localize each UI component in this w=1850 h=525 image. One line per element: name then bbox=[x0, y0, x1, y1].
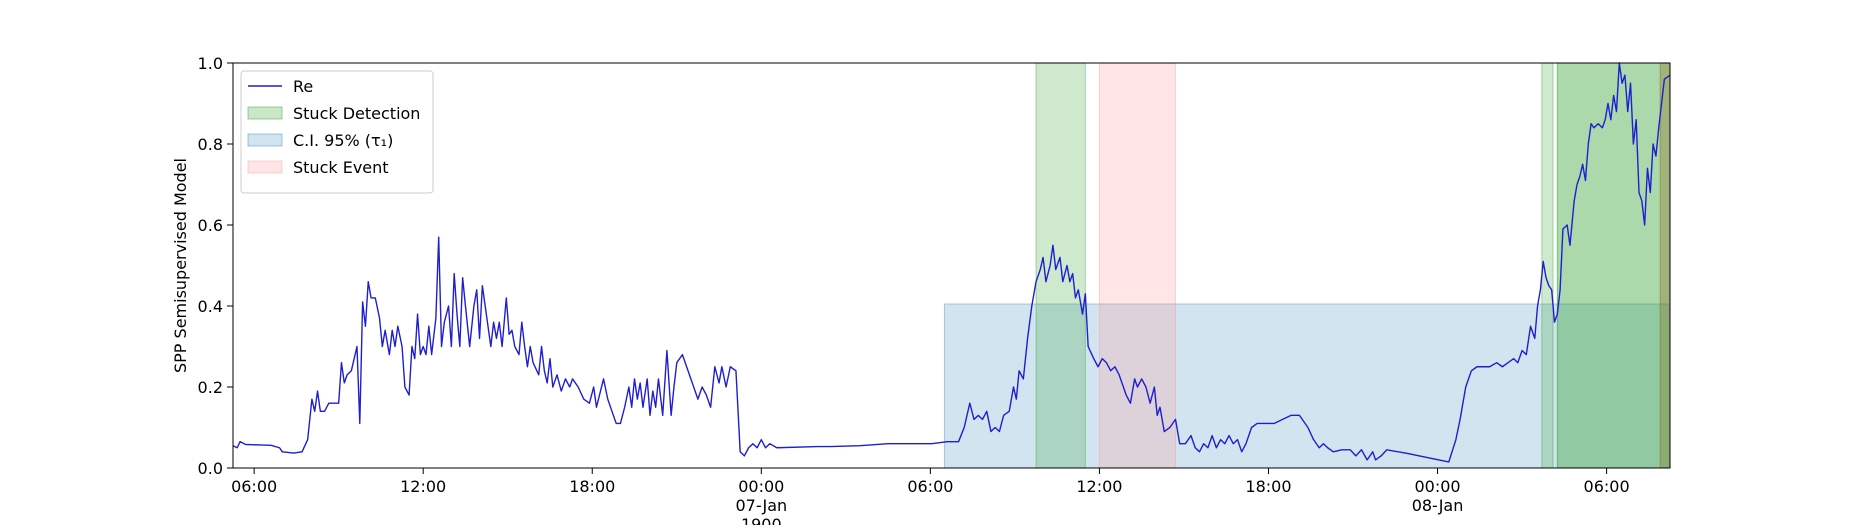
y-axis: 0.0 0.2 0.4 0.6 0.8 1.0 bbox=[198, 54, 233, 478]
legend-swatch-2 bbox=[247, 133, 283, 147]
legend-swatch-3 bbox=[247, 160, 283, 174]
legend-box bbox=[240, 70, 434, 194]
series-layer bbox=[232, 62, 1671, 463]
legend-label-2: C.I. 95% (τ₁) bbox=[293, 131, 393, 150]
y-axis-label: SPP Semisupervised Model bbox=[171, 158, 190, 373]
y-tick-label-1: 0.2 bbox=[198, 378, 223, 397]
x-tick-label-3-0: 00:00 bbox=[738, 477, 784, 496]
region-4 bbox=[1556, 62, 1671, 469]
x-tick-label-4-0: 06:00 bbox=[907, 477, 953, 496]
plot-frame bbox=[232, 62, 1671, 469]
x-tick-label-8-0: 06:00 bbox=[1584, 477, 1630, 496]
region-2 bbox=[1098, 62, 1177, 469]
legend-label-3: Stuck Event bbox=[293, 158, 389, 177]
legend-label-1: Stuck Detection bbox=[293, 104, 420, 123]
region-5 bbox=[1659, 62, 1671, 469]
y-tick-label-4: 0.8 bbox=[198, 135, 223, 154]
y-tick-label-3: 0.6 bbox=[198, 216, 223, 235]
x-tick-label-5-0: 12:00 bbox=[1076, 477, 1122, 496]
x-tick-label-0-0: 06:00 bbox=[231, 477, 277, 496]
legend-label-0: Re bbox=[293, 77, 313, 96]
y-tick-label-2: 0.4 bbox=[198, 297, 223, 316]
y-tick-label-0: 0.0 bbox=[198, 459, 223, 478]
x-tick-label-3-2: 1900 bbox=[741, 515, 782, 525]
y-tick-label-5: 1.0 bbox=[198, 54, 223, 73]
legend: Re Stuck Detection C.I. 95% (τ₁) Stuck Even… bbox=[240, 70, 434, 194]
legend-swatch-1 bbox=[247, 106, 283, 120]
x-tick-label-1-0: 12:00 bbox=[400, 477, 446, 496]
series-line-0 bbox=[232, 62, 1671, 463]
x-tick-label-6-0: 18:00 bbox=[1245, 477, 1291, 496]
x-tick-label-7-0: 00:00 bbox=[1414, 477, 1460, 496]
x-tick-label-2-0: 18:00 bbox=[569, 477, 615, 496]
x-tick-label-7-1: 08-Jan bbox=[1412, 496, 1464, 515]
region-0 bbox=[943, 303, 1671, 469]
x-tick-label-3-1: 07-Jan bbox=[735, 496, 787, 515]
